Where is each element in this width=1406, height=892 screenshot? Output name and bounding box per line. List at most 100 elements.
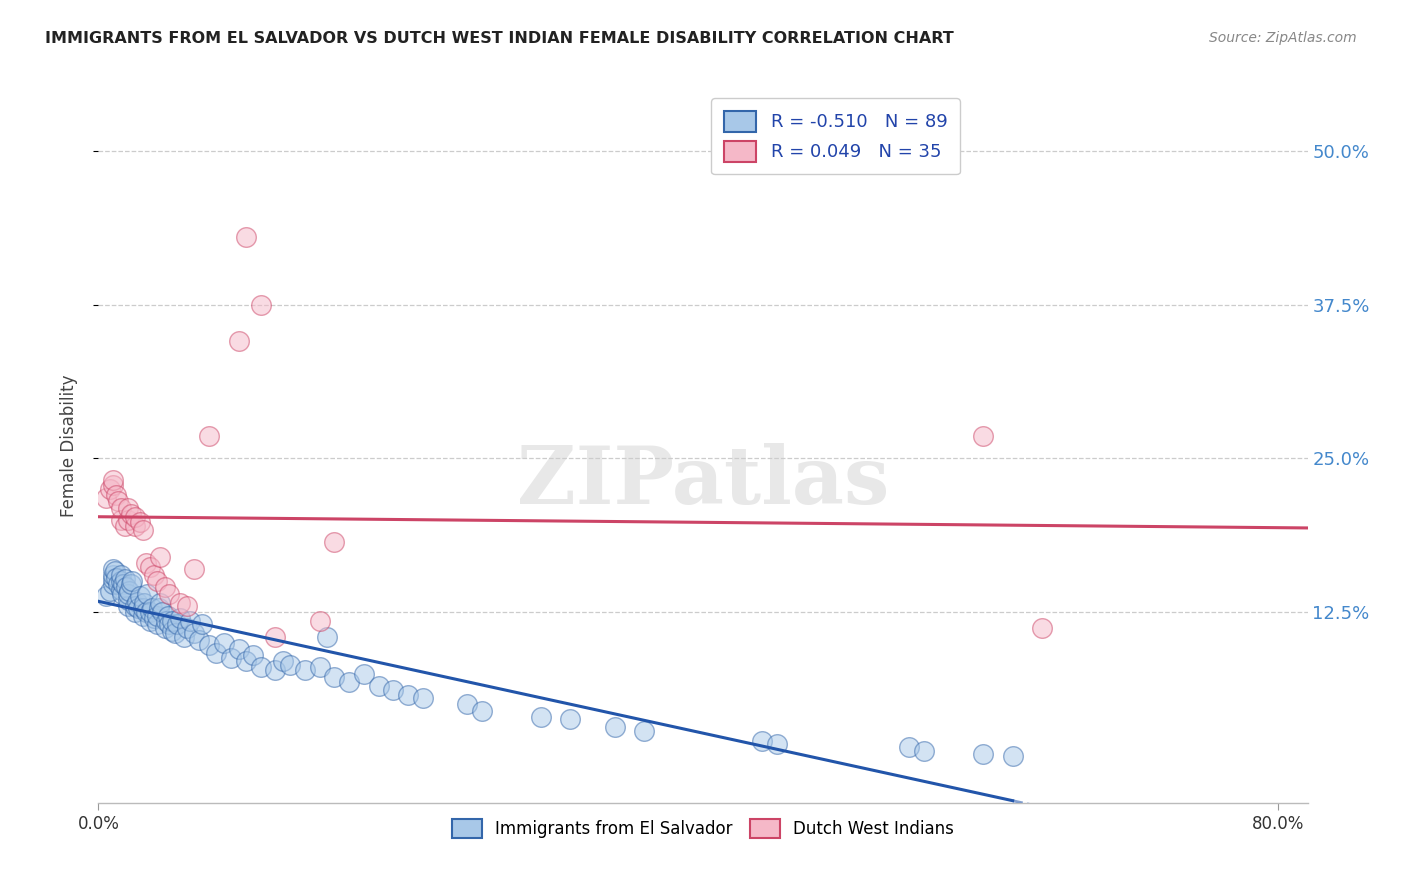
Point	[176, 621, 198, 635]
Point	[353, 666, 375, 681]
Point	[530, 709, 553, 723]
Point	[308, 614, 330, 628]
Point	[264, 663, 287, 677]
Point	[560, 712, 582, 726]
Point	[242, 648, 264, 662]
Text: Source: ZipAtlas.com: Source: ZipAtlas.com	[1209, 31, 1357, 45]
Point	[110, 574, 132, 589]
Point	[396, 688, 419, 702]
Point	[124, 605, 146, 619]
Point	[153, 621, 176, 635]
Point	[471, 704, 494, 718]
Point	[118, 584, 141, 599]
Point	[173, 630, 195, 644]
Point	[111, 587, 134, 601]
Point	[131, 608, 153, 623]
Point	[382, 682, 405, 697]
Point	[131, 523, 153, 537]
Point	[101, 568, 124, 582]
Point	[98, 482, 121, 496]
Point	[143, 611, 166, 625]
Point	[198, 638, 221, 652]
Point	[337, 675, 360, 690]
Point	[156, 608, 179, 623]
Point	[323, 535, 346, 549]
Point	[157, 587, 180, 601]
Point	[117, 592, 139, 607]
Point	[271, 654, 294, 668]
Point	[219, 650, 242, 665]
Point	[114, 572, 136, 586]
Point	[141, 601, 163, 615]
Point	[105, 571, 128, 585]
Point	[155, 614, 177, 628]
Point	[765, 737, 787, 751]
Point	[898, 740, 921, 755]
Point	[187, 633, 209, 648]
Point	[117, 599, 139, 613]
Point	[117, 587, 139, 601]
Point	[1001, 749, 1024, 764]
Point	[249, 297, 271, 311]
Point	[165, 626, 187, 640]
Point	[124, 510, 146, 524]
Point	[101, 562, 124, 576]
Legend: Immigrants from El Salvador, Dutch West Indians: Immigrants from El Salvador, Dutch West …	[446, 812, 960, 845]
Point	[160, 614, 183, 628]
Point	[294, 663, 316, 677]
Text: IMMIGRANTS FROM EL SALVADOR VS DUTCH WEST INDIAN FEMALE DISABILITY CORRELATION C: IMMIGRANTS FROM EL SALVADOR VS DUTCH WES…	[45, 31, 953, 46]
Point	[150, 605, 173, 619]
Point	[183, 626, 205, 640]
Point	[98, 584, 121, 599]
Point	[166, 617, 188, 632]
Point	[128, 589, 150, 603]
Point	[139, 614, 162, 628]
Point	[278, 658, 301, 673]
Point	[308, 660, 330, 674]
Point	[228, 642, 250, 657]
Point	[367, 679, 389, 693]
Point	[169, 597, 191, 611]
Point	[101, 478, 124, 492]
Point	[136, 587, 159, 601]
Point	[912, 744, 935, 758]
Point	[128, 516, 150, 530]
Point	[603, 719, 626, 733]
Point	[456, 698, 478, 712]
Point	[110, 568, 132, 582]
Point	[160, 624, 183, 638]
Point	[235, 654, 257, 668]
Point	[110, 582, 132, 597]
Point	[104, 565, 127, 579]
Point	[633, 724, 655, 739]
Text: ZIPatlas: ZIPatlas	[517, 442, 889, 521]
Point	[124, 519, 146, 533]
Point	[135, 556, 157, 570]
Point	[146, 574, 169, 589]
Point	[124, 599, 146, 613]
Point	[148, 601, 170, 615]
Point	[110, 500, 132, 515]
Point	[264, 630, 287, 644]
Point	[112, 576, 135, 591]
Point	[146, 617, 169, 632]
Point	[323, 670, 346, 684]
Point	[101, 572, 124, 586]
Point	[235, 230, 257, 244]
Point	[169, 611, 191, 625]
Point	[105, 488, 128, 502]
Point	[110, 513, 132, 527]
Point	[183, 562, 205, 576]
Point	[1031, 621, 1053, 635]
Point	[249, 660, 271, 674]
Point	[114, 519, 136, 533]
Point	[101, 576, 124, 591]
Point	[131, 601, 153, 615]
Point	[127, 601, 149, 615]
Point	[94, 589, 117, 603]
Point	[146, 608, 169, 623]
Point	[972, 747, 994, 761]
Point	[149, 597, 172, 611]
Point	[139, 605, 162, 619]
Point	[139, 559, 162, 574]
